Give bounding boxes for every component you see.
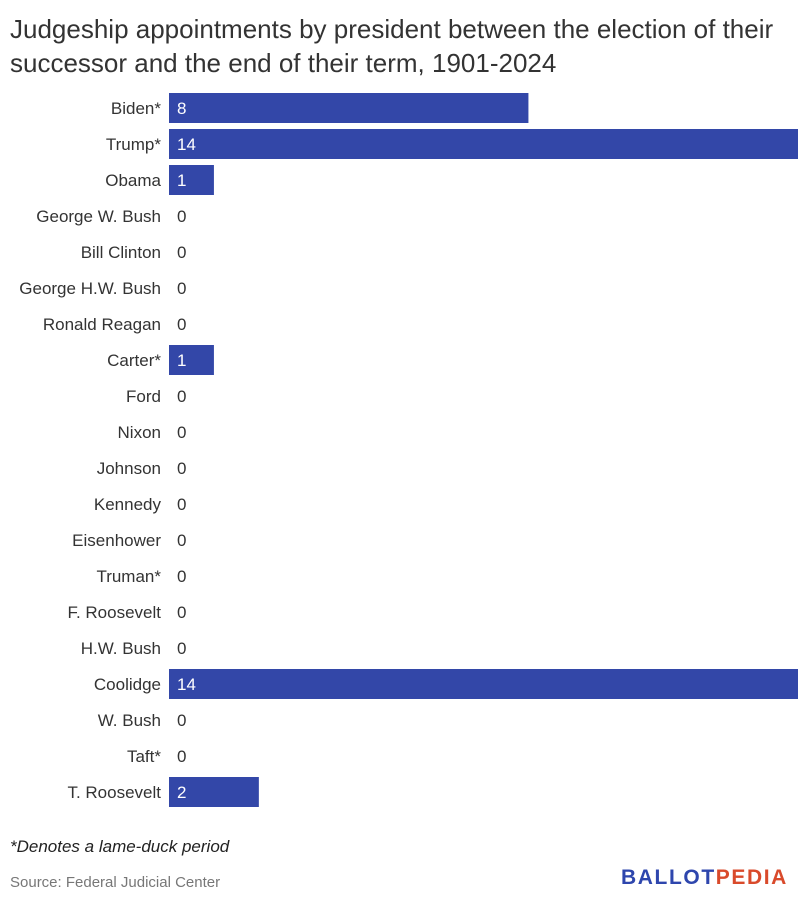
category-label: Trump*: [106, 135, 161, 154]
ballotpedia-logo: BALLOTPEDIA: [621, 866, 788, 890]
category-label: Johnson: [97, 459, 161, 478]
bar: [169, 777, 259, 807]
data-label: 0: [177, 711, 186, 730]
category-label: H.W. Bush: [81, 639, 161, 658]
data-label: 14: [177, 675, 196, 694]
data-label: 0: [177, 567, 186, 586]
bar-chart: Biden* 8 Trump* 14 Obama 1 George W. Bush 0 Bill…: [19, 93, 798, 807]
bar: [169, 93, 529, 123]
data-label: 0: [177, 639, 186, 658]
data-label: 0: [177, 459, 186, 478]
category-label: Obama: [105, 171, 161, 190]
data-label: 0: [177, 603, 186, 622]
category-label: George W. Bush: [36, 207, 161, 226]
bar: [169, 165, 214, 195]
category-label: Truman*: [96, 567, 161, 586]
category-label: Bill Clinton: [81, 243, 161, 262]
category-label: Ronald Reagan: [43, 315, 161, 334]
data-label: 8: [177, 99, 186, 118]
bar: [169, 345, 214, 375]
data-label: 0: [177, 387, 186, 406]
category-label: W. Bush: [98, 711, 161, 730]
category-label: George H.W. Bush: [19, 279, 161, 298]
logo-part-pedia: PEDIA: [715, 866, 788, 889]
category-label: Eisenhower: [72, 531, 161, 550]
data-label: 0: [177, 495, 186, 514]
data-label: 0: [177, 747, 186, 766]
logo-part-ballot: BALLOT: [621, 866, 716, 889]
data-label: 0: [177, 207, 186, 226]
data-label: 1: [177, 351, 186, 370]
data-label: 0: [177, 315, 186, 334]
data-label: 0: [177, 243, 186, 262]
chart-title: Judgeship appointments by president betw…: [10, 14, 774, 78]
category-label: Taft*: [127, 747, 161, 766]
data-label: 1: [177, 171, 186, 190]
category-label: T. Roosevelt: [67, 783, 161, 802]
category-label: F. Roosevelt: [67, 603, 161, 622]
footnote: *Denotes a lame-duck period: [10, 837, 230, 856]
category-label: Carter*: [107, 351, 161, 370]
category-label: Biden*: [111, 99, 161, 118]
data-label: 0: [177, 423, 186, 442]
source-note: Source: Federal Judicial Center: [10, 874, 221, 891]
bar: [169, 669, 798, 699]
data-label: 0: [177, 279, 186, 298]
data-label: 0: [177, 531, 186, 550]
category-label: Ford: [126, 387, 161, 406]
category-label: Kennedy: [94, 495, 162, 514]
category-label: Nixon: [118, 423, 161, 442]
bar: [169, 129, 798, 159]
category-label: Coolidge: [94, 675, 161, 694]
data-label: 2: [177, 783, 186, 802]
data-label: 14: [177, 135, 196, 154]
